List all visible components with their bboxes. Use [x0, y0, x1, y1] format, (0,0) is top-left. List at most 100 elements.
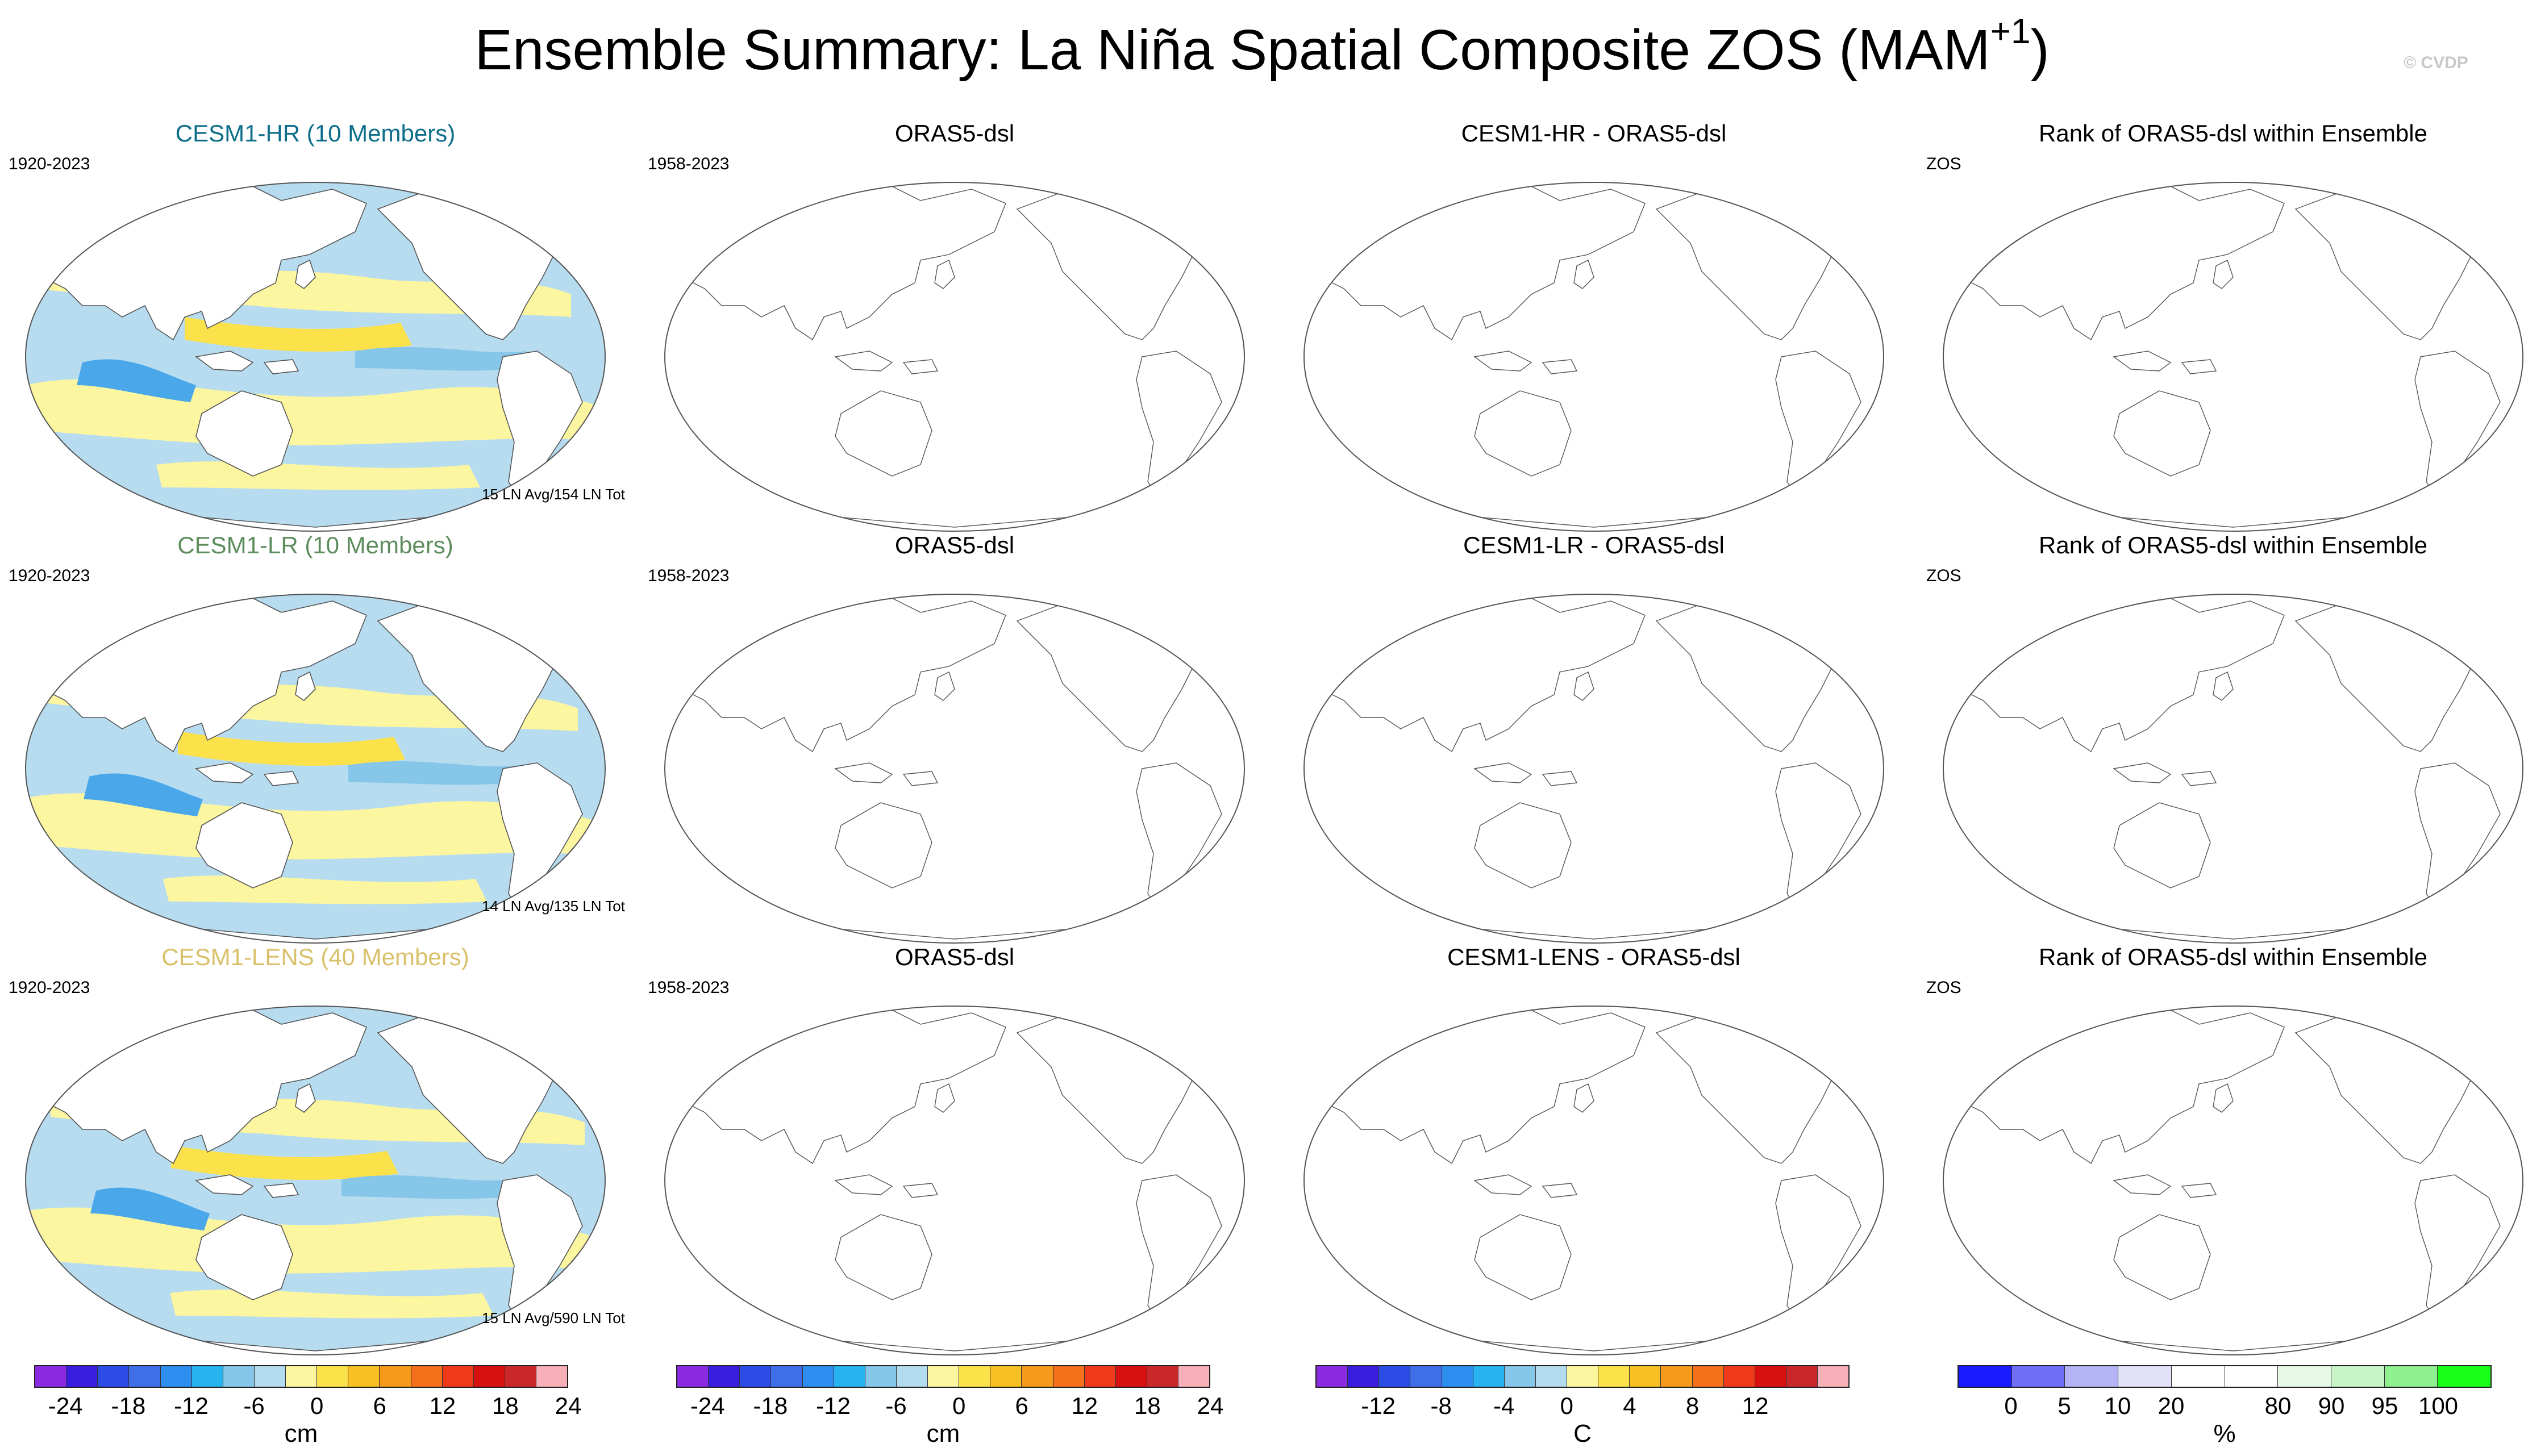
colorbar-swatch [2118, 1366, 2172, 1387]
panel-title: Rank of ORAS5-dsl within Ensemble [2039, 532, 2427, 558]
colorbar-swatch [1755, 1366, 1786, 1387]
colorbar-tick-label: 0 [952, 1392, 966, 1419]
colorbar-swatch [771, 1366, 803, 1387]
panel-title: Rank of ORAS5-dsl within Ensemble [2039, 120, 2427, 147]
colorbar-swatch [1410, 1366, 1442, 1387]
colorbar-swatch [223, 1366, 255, 1387]
colorbar-swatch [1504, 1366, 1536, 1387]
map-panel-model: CESM1-HR (10 Members) 1920-2023 15 LN Avg/… [6, 119, 625, 532]
map-panel-obs: ORAS5-dsl 1958-2023 [645, 943, 1264, 1355]
coastline-outline [665, 1006, 1244, 1355]
year-range-label: 1920-2023 [9, 978, 90, 997]
colorbar-tick-label: -24 [690, 1392, 725, 1419]
coastline-outline [1943, 1006, 2523, 1355]
colorbar-swatch [865, 1366, 897, 1387]
map-border [1303, 1006, 1884, 1355]
colorbar-swatch [709, 1366, 740, 1387]
colorbar-swatch [928, 1366, 960, 1387]
world-map [25, 1006, 606, 1355]
panel-title: ORAS5-dsl [894, 120, 1015, 147]
year-range-label: 1958-2023 [648, 978, 730, 997]
anomaly-contour-region [185, 317, 412, 352]
world-map [664, 594, 1245, 944]
coastline-outline [1943, 594, 2523, 943]
colorbar-tick-label: 5 [2057, 1392, 2071, 1419]
colorbar-swatch [1818, 1366, 1849, 1387]
colorbar-swatch [2278, 1366, 2331, 1387]
colorbar-tick-label: 90 [2318, 1392, 2345, 1419]
anomaly-contour-region [341, 1175, 512, 1199]
colorbar-swatches [1315, 1365, 1850, 1388]
colorbar-tick-label: -24 [48, 1392, 83, 1419]
colorbar-swatch [1022, 1366, 1053, 1387]
colorbar-swatch [1598, 1366, 1630, 1387]
colorbar: -12 -8 -4 0 4 8 12 C [1315, 1365, 1850, 1456]
map-panel-model: CESM1-LR (10 Members) 1920-2023 14 LN Avg/… [6, 531, 625, 944]
colorbar-tick-label: 0 [2004, 1392, 2018, 1419]
anomaly-contour-region [348, 761, 519, 785]
colorbar-tick-label: 20 [2158, 1392, 2185, 1419]
colorbar-tick-label: 18 [492, 1392, 519, 1419]
panel-title: ORAS5-dsl [894, 944, 1015, 970]
colorbar-swatch [380, 1366, 411, 1387]
year-range-label: 1958-2023 [648, 566, 730, 585]
colorbar-swatch [286, 1366, 318, 1387]
colorbar-swatch [1379, 1366, 1411, 1387]
map-panel-rank: Rank of ORAS5-dsl within Ensemble ZOS [1923, 943, 2524, 1355]
colorbar-swatch [2011, 1366, 2065, 1387]
colorbar-tick-label: -8 [1430, 1392, 1452, 1419]
map-border [1943, 594, 2523, 944]
colorbar-tick-label: 12 [1071, 1392, 1098, 1419]
colorbar-swatch [1348, 1366, 1380, 1387]
colorbar-swatch [2065, 1366, 2119, 1387]
map-border [1303, 182, 1884, 532]
colorbar-swatch [990, 1366, 1022, 1387]
colorbar-swatch [677, 1366, 709, 1387]
anomaly-contour-region [77, 359, 196, 402]
world-map [1943, 182, 2523, 532]
colorbar-swatch [2331, 1366, 2385, 1387]
map-border [25, 594, 606, 944]
event-count-label: 15 LN Avg/590 LN Tot [481, 1309, 625, 1326]
world-map [25, 594, 606, 944]
colorbar-swatch [1567, 1366, 1599, 1387]
colorbar-tick-label: 0 [1560, 1392, 1574, 1419]
colorbar-swatch [2384, 1366, 2438, 1387]
colorbar-swatch [1661, 1366, 1693, 1387]
event-count-label: 15 LN Avg/154 LN Tot [481, 486, 625, 503]
colorbar-swatch [1630, 1366, 1661, 1387]
colorbar-tick-label: 6 [1015, 1392, 1028, 1419]
colorbar-tick-label: 18 [1134, 1392, 1161, 1419]
colorbar-tick-label: 0 [310, 1392, 324, 1419]
watermark: © CVDP [2404, 53, 2468, 72]
colorbar-swatch [442, 1366, 474, 1387]
colorbar-unit-label: % [2213, 1420, 2236, 1447]
colorbar-swatch [1535, 1366, 1567, 1387]
colorbar-tick-label: 4 [1623, 1392, 1636, 1419]
colorbar-swatch [1115, 1366, 1147, 1387]
coastline-outline [1304, 182, 1884, 531]
panel-title: CESM1-LR - ORAS5-dsl [1463, 532, 1725, 558]
colorbar-swatch [35, 1366, 67, 1387]
map-panel-rank: Rank of ORAS5-dsl within Ensemble ZOS [1923, 119, 2524, 532]
panel-title: CESM1-HR (10 Members) [175, 120, 456, 147]
colorbar-tick-label: -18 [753, 1392, 788, 1419]
figure-title: Ensemble Summary: La Niña Spatial Compos… [474, 12, 2050, 82]
panel-title: ORAS5-dsl [894, 532, 1015, 558]
anomaly-contour-region [84, 773, 203, 816]
event-count-label: 14 LN Avg/135 LN Tot [481, 898, 625, 915]
colorbar-swatch [160, 1366, 192, 1387]
panel-title: CESM1-LENS - ORAS5-dsl [1447, 944, 1740, 970]
anomaly-contour-region [90, 1187, 210, 1230]
colorbar-swatch [1723, 1366, 1755, 1387]
colorbar-tick-label: 100 [2418, 1392, 2459, 1419]
colorbar-swatch [1178, 1366, 1210, 1387]
map-border [25, 1006, 606, 1355]
colorbar-tick-label: 24 [1197, 1392, 1224, 1419]
year-range-label: 1958-2023 [648, 155, 730, 173]
world-map [664, 1006, 1245, 1355]
colorbar-tick-label: 12 [1742, 1392, 1769, 1419]
colorbar-unit-label: C [1573, 1420, 1592, 1447]
colorbar-tick-label: 12 [429, 1392, 456, 1419]
colorbar-swatch [505, 1366, 536, 1387]
